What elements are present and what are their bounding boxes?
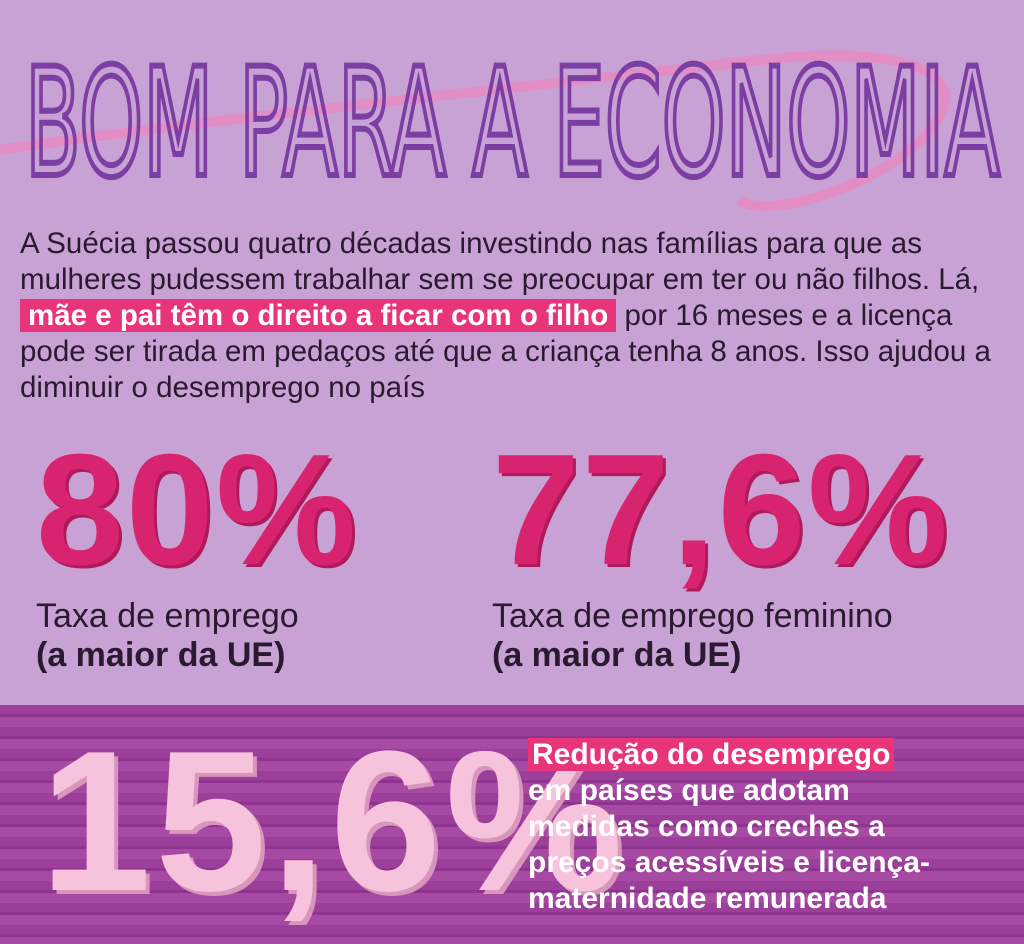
title: BOM PARA A ECONOMIA [25, 37, 1000, 190]
intro-paragraph: A Suécia passou quatro décadas investind… [20, 226, 1020, 406]
stat-note: (a maior da UE) [36, 636, 286, 674]
swoosh-path [0, 50, 950, 212]
stat-block: 77,6% Taxa de emprego feminino (a maior … [492, 430, 950, 674]
stat-label: Taxa de emprego [36, 597, 299, 635]
intro-text: por 16 meses e a licença pode ser tirada… [20, 299, 991, 404]
band-line: em países que adotam [528, 774, 850, 807]
stat-value: 80% [36, 422, 359, 598]
stat-value: 77,6% [492, 422, 951, 598]
intro-highlight: mãe e pai têm o direito a ficar com o fi… [20, 299, 617, 332]
stat-block: 80% Taxa de emprego (a maior da UE) [36, 430, 358, 674]
band-lines: em países que adotam medidas como creches… [528, 773, 1008, 917]
band-line: maternidade remunerada [528, 882, 887, 915]
decorative-swoosh [0, 50, 950, 212]
title-area: BOM PARA A ECONOMIA [22, 34, 1003, 190]
band-line: preços acessíveis e licença- [528, 846, 930, 879]
intro-text: A Suécia passou quatro décadas investind… [20, 227, 980, 296]
band-text: Redução do desemprego em países que adot… [528, 737, 1008, 917]
band-value: 15,6% [40, 710, 628, 933]
stat-note: (a maior da UE) [492, 636, 742, 674]
band-highlight: Redução do desemprego [528, 738, 895, 771]
stat-label: Taxa de emprego feminino [492, 597, 893, 635]
band-line: medidas como creches a [528, 810, 885, 843]
